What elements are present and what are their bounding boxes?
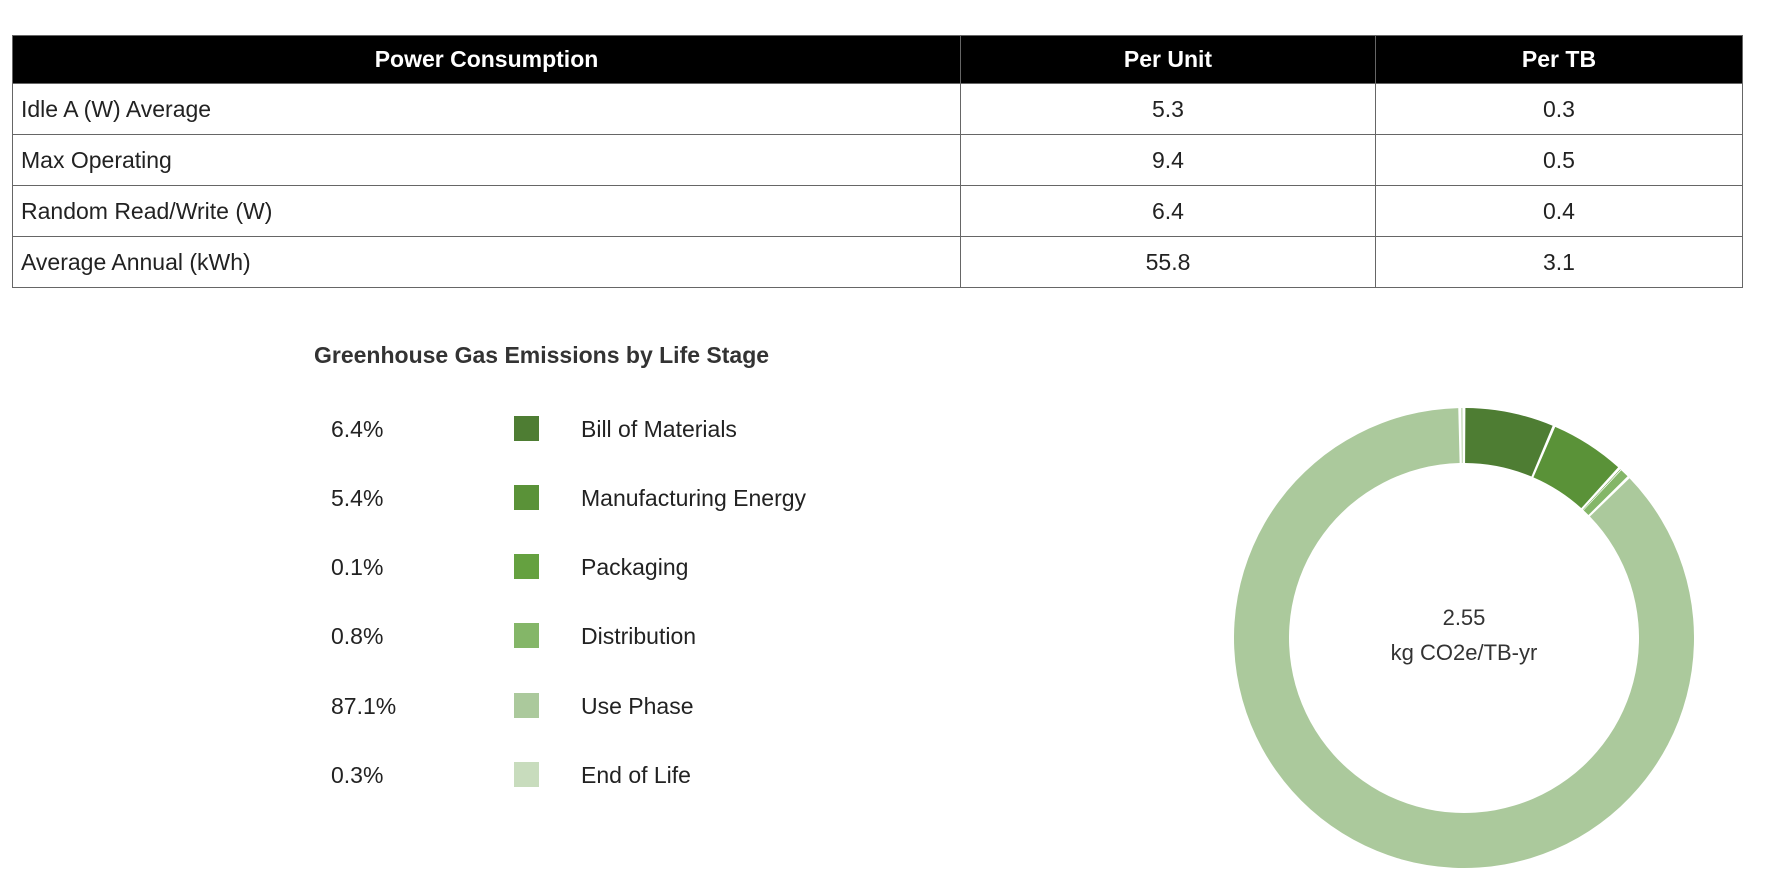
header-per-tb: Per TB <box>1375 35 1743 84</box>
legend-label: Bill of Materials <box>581 416 737 442</box>
legend-swatch <box>514 693 539 718</box>
donut-slice-packaging <box>1582 469 1621 510</box>
legend-percent: 87.1% <box>331 693 397 719</box>
total-emissions-unit: kg CO2e/TB-yr <box>1390 640 1538 665</box>
row-label: Random Read/Write (W) <box>12 185 961 237</box>
total-emissions-value: 2.55 <box>1442 605 1486 630</box>
legend-swatch <box>514 485 539 510</box>
donut-slice-end-of-life <box>1461 408 1463 464</box>
donut-chart <box>1234 408 1694 868</box>
donut-slice-manufacturing-energy <box>1533 426 1619 509</box>
legend-swatch <box>514 554 539 579</box>
legend-label: Use Phase <box>581 693 694 719</box>
legend-percent: 0.8% <box>331 623 384 649</box>
row-label: Average Annual (kWh) <box>12 236 961 288</box>
donut-slice-bill-of-materials <box>1465 408 1553 477</box>
per-unit-value: 9.4 <box>960 134 1376 186</box>
donut-center-label: 2.55 kg CO2e/TB-yr <box>1349 600 1579 670</box>
per-tb-value: 0.5 <box>1375 134 1743 186</box>
chart-title: Greenhouse Gas Emissions by Life Stage <box>314 342 770 368</box>
legend-swatch <box>514 623 539 648</box>
row-label: Max Operating <box>12 134 961 186</box>
legend-percent: 5.4% <box>331 485 384 511</box>
legend-label: End of Life <box>581 762 691 788</box>
table-row: Idle A (W) Average 5.3 0.3 <box>12 83 1743 135</box>
per-unit-value: 5.3 <box>960 83 1376 135</box>
legend-percent: 0.1% <box>331 554 384 580</box>
table-row: Average Annual (kWh) 55.8 3.1 <box>12 236 1743 288</box>
header-power-consumption: Power Consumption <box>12 35 961 84</box>
legend-label: Packaging <box>581 554 689 580</box>
table-header-row: Power Consumption Per Unit Per TB <box>12 35 1743 84</box>
table-row: Max Operating 9.4 0.5 <box>12 134 1743 186</box>
legend-swatch <box>514 762 539 787</box>
per-tb-value: 0.4 <box>1375 185 1743 237</box>
legend-swatch <box>514 416 539 441</box>
legend-percent: 6.4% <box>331 416 384 442</box>
donut-slice-distribution <box>1583 470 1628 515</box>
legend-label: Distribution <box>581 623 697 649</box>
legend-label: Manufacturing Energy <box>581 485 807 511</box>
row-label: Idle A (W) Average <box>12 83 961 135</box>
power-consumption-table: Power Consumption Per Unit Per TB Idle A… <box>12 35 1743 288</box>
per-tb-value: 0.3 <box>1375 83 1743 135</box>
per-tb-value: 3.1 <box>1375 236 1743 288</box>
per-unit-value: 6.4 <box>960 185 1376 237</box>
legend-percent: 0.3% <box>331 762 384 788</box>
header-per-unit: Per Unit <box>960 35 1376 84</box>
per-unit-value: 55.8 <box>960 236 1376 288</box>
table-row: Random Read/Write (W) 6.4 0.4 <box>12 185 1743 237</box>
